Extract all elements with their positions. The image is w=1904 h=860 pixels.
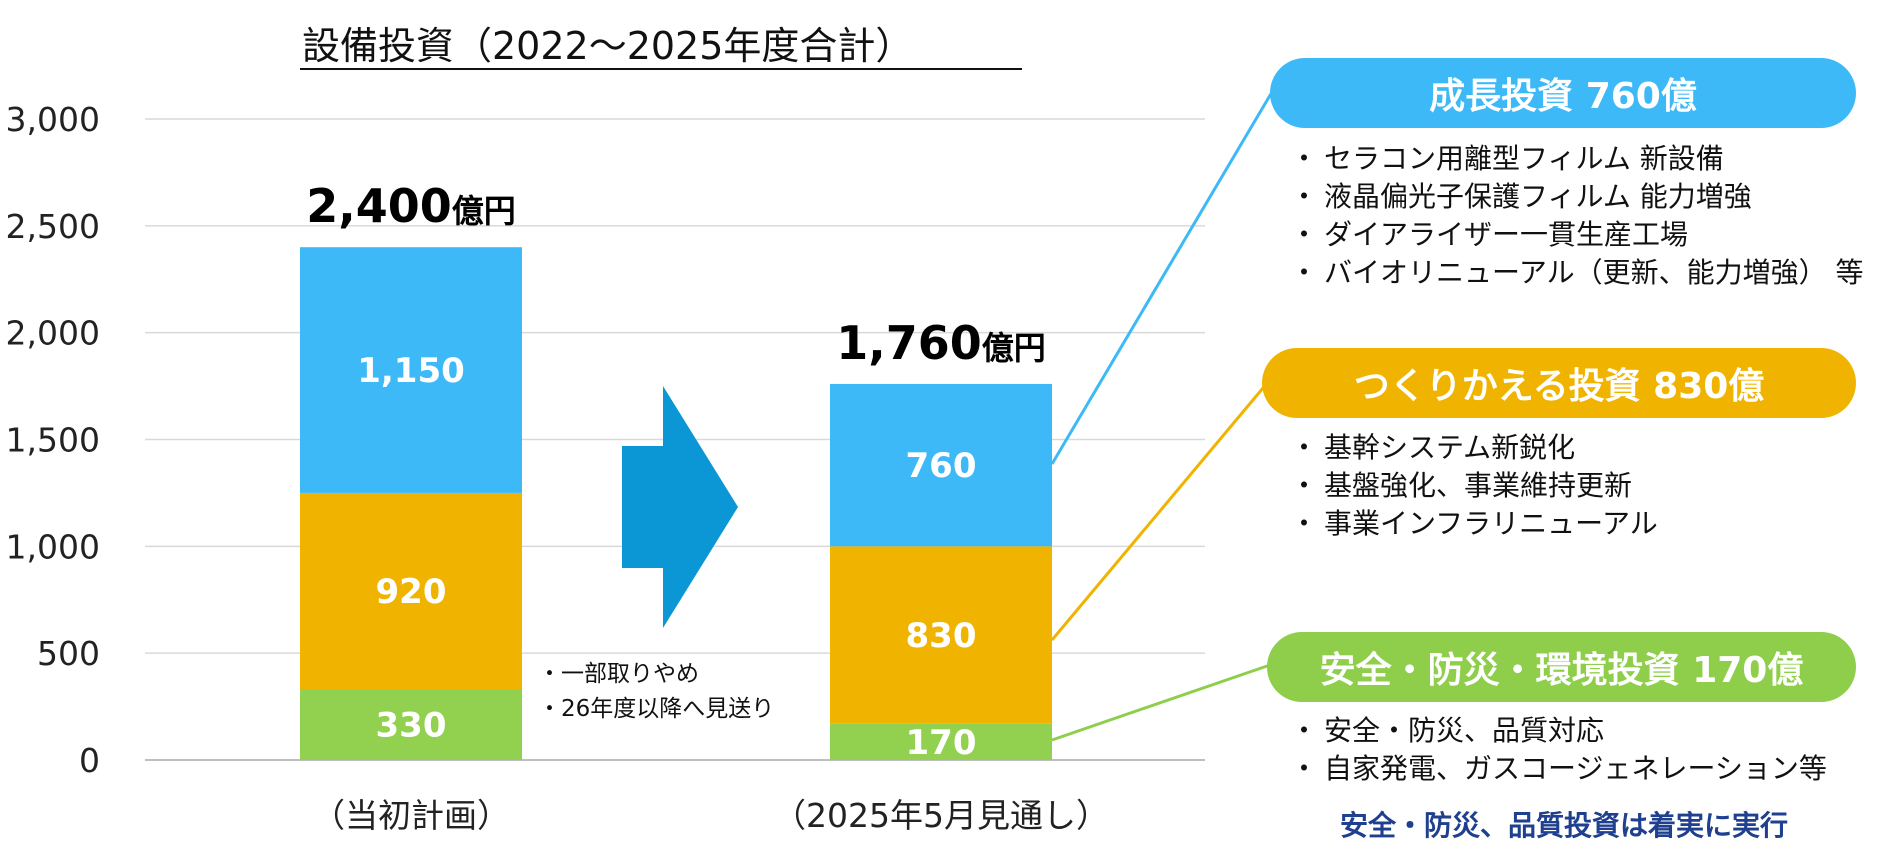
bar-segment bbox=[300, 492, 522, 690]
y-tick-label: 1,500 bbox=[6, 421, 100, 460]
growth-investment-list: セラコン用離型フィルム 新設備 液晶偏光子保護フィルム 能力増強 ダイアライザー… bbox=[1290, 140, 1864, 292]
connector-safety bbox=[1051, 663, 1271, 742]
segment-value-label: 1,150 bbox=[357, 351, 465, 391]
list-item: 基盤強化、事業維持更新 bbox=[1290, 467, 1658, 505]
bar-segment bbox=[300, 247, 522, 493]
total-number: 1,760 bbox=[836, 316, 982, 370]
note-item-1: ・26年度以降へ見送り bbox=[538, 696, 774, 722]
y-axis-ticks: 0 500 1,000 1,500 2,000 2,500 3,000 bbox=[6, 100, 100, 780]
segment-value-label: 760 bbox=[906, 446, 977, 486]
y-tick-label: 2,500 bbox=[6, 207, 100, 246]
chart-title: 設備投資（2022～2025年度合計） bbox=[302, 24, 913, 68]
list-item: 事業インフラリニューアル bbox=[1290, 505, 1658, 543]
y-tick-label: 3,000 bbox=[6, 100, 100, 139]
segment-value-label: 920 bbox=[376, 572, 447, 612]
safety-investment-list: 安全・防災、品質対応 自家発電、ガスコージェネレーション等 bbox=[1290, 712, 1827, 788]
safety-highlight-text: 安全・防災、品質投資は着実に実行 bbox=[1340, 809, 1789, 842]
segment-labels: 330 920 1,150 170 830 760 bbox=[357, 351, 976, 763]
connector-rebuild bbox=[1050, 381, 1270, 641]
bar-segment bbox=[830, 546, 1052, 724]
bar-segment bbox=[830, 723, 1052, 760]
segment-value-label: 330 bbox=[376, 706, 447, 746]
total-number: 2,400 bbox=[306, 179, 452, 233]
list-item: セラコン用離型フィルム 新設備 bbox=[1290, 140, 1864, 178]
list-item: 基幹システム新鋭化 bbox=[1290, 429, 1658, 467]
y-tick-label: 0 bbox=[79, 741, 100, 780]
bar-segment bbox=[300, 689, 522, 760]
rebuild-investment-pill: つくりかえる投資 830億 bbox=[1262, 348, 1856, 418]
safety-investment-pill: 安全・防災・環境投資 170億 bbox=[1267, 632, 1856, 702]
note-item-0: ・一部取りやめ bbox=[538, 661, 699, 687]
total-unit: 億円 bbox=[452, 192, 516, 230]
y-tick-label: 500 bbox=[37, 634, 100, 673]
x-category-label: （当初計画） bbox=[312, 796, 510, 835]
category-labels: （当初計画） （2025年5月見通し） bbox=[312, 796, 1109, 835]
bars bbox=[300, 247, 1052, 760]
list-item: 自家発電、ガスコージェネレーション等 bbox=[1290, 750, 1827, 788]
connector-growth bbox=[1050, 91, 1274, 465]
bar-segment bbox=[830, 383, 1052, 547]
total-unit: 億円 bbox=[982, 329, 1046, 367]
x-category-label: （2025年5月見通し） bbox=[773, 796, 1109, 835]
segment-value-label: 830 bbox=[906, 616, 977, 656]
list-item: 安全・防災、品質対応 bbox=[1290, 712, 1827, 750]
total-value-label: 1,760億円 bbox=[836, 316, 1046, 370]
list-item: 液晶偏光子保護フィルム 能力増強 bbox=[1290, 178, 1864, 216]
rebuild-investment-list: 基幹システム新鋭化 基盤強化、事業維持更新 事業インフラリニューアル bbox=[1290, 429, 1658, 543]
list-item: バイオリニューアル（更新、能力増強） 等 bbox=[1290, 254, 1864, 292]
list-item: ダイアライザー一貫生産工場 bbox=[1290, 216, 1864, 254]
segment-value-label: 170 bbox=[906, 723, 977, 763]
growth-investment-pill: 成長投資 760億 bbox=[1270, 58, 1856, 128]
right-arrow-icon bbox=[622, 386, 738, 628]
y-tick-label: 2,000 bbox=[6, 314, 100, 353]
total-value-label: 2,400億円 bbox=[306, 179, 516, 233]
y-tick-label: 1,000 bbox=[6, 527, 100, 566]
